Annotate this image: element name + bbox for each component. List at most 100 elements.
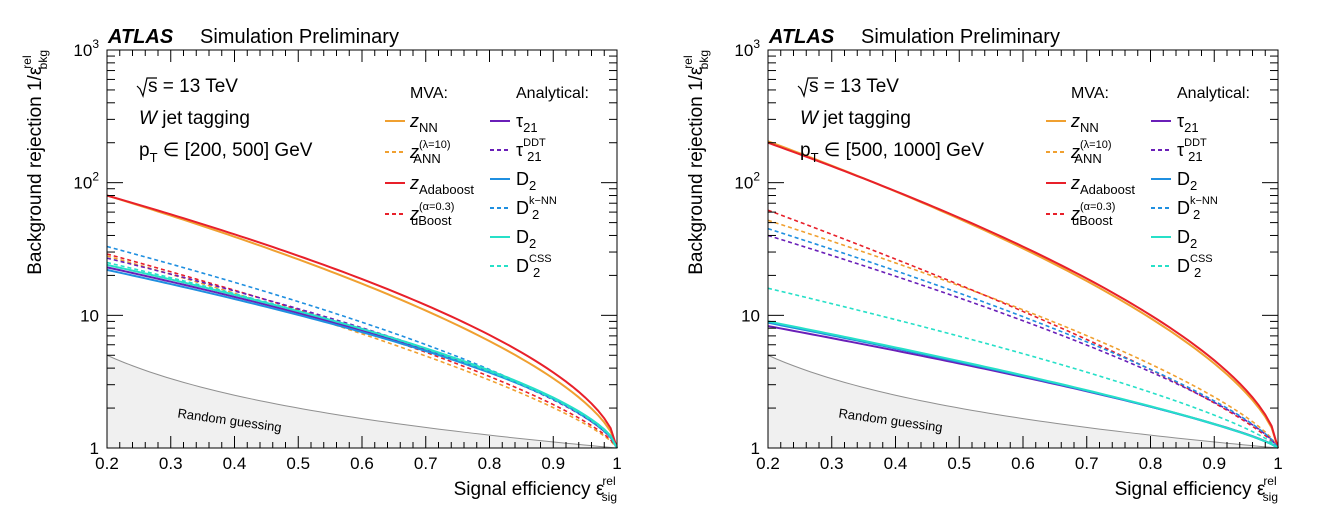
y-tick-label: 102 [734,170,760,193]
legend-entry-label: τ21 [1177,111,1199,135]
y-tick-base: 10 [734,174,753,193]
legend-entry-label: D2 [516,169,536,193]
legend-entry-sub: NN [1080,120,1099,135]
x-tick-label: 0.6 [1011,454,1035,473]
series-line-D2kNN [767,227,1279,449]
sqrt-s-label: s = 13 TeV [148,76,238,97]
y-tick-label: 1 [751,439,760,458]
legend-entry-sup: CSS [1190,253,1213,265]
tagging-rest: jet tagging [818,108,911,129]
y-tick-base: 1 [751,439,760,458]
series-line-tau21DDT [767,234,1279,449]
pt-range-label: pT ∈ [200, 500] GeV [139,140,313,165]
legend-entry-main: z [1070,111,1080,131]
random-guessing-line [767,354,1279,449]
y-tick-base: 1 [90,439,99,458]
series-line-D2b [106,263,618,449]
sqrt-symbol [136,77,157,98]
legend-entry-main: z [409,111,419,131]
legend-entry-main: τ [516,111,523,131]
y-tick-exponent: 3 [92,37,99,51]
y-axis-label-sub: bkg [697,50,711,69]
chart-panel-left: Random guessing 0.2 0.3 0.4 0.5 0.6 0.7 0.8 0.9 1… [20,26,622,504]
y-tick-label: 10 [741,306,760,325]
y-tick-base: 10 [73,174,92,193]
x-axis-label-sup: rel [1263,474,1276,488]
y-tick-base: 10 [741,306,760,325]
legend-entry-label: Dk−NN 2 [516,195,557,222]
series-line-zANN [767,219,1279,449]
x-tick-label: 0.5 [947,454,971,473]
x-axis-label-sub: sig [1263,490,1278,504]
legend-entry-sup: CSS [529,253,552,265]
y-tick-label: 103 [73,37,99,60]
y-tick-base: 10 [73,41,92,60]
legend-entry-main: D [1177,169,1190,189]
y-tick-base: 10 [80,306,99,325]
y-axis-label: Background rejection 1/εrel bkg [681,50,711,275]
legend-entry-main: D [516,198,529,218]
x-axis-label: Signal efficiency εrel sig [454,474,617,504]
legend-entry-sup: DDT [1184,137,1207,149]
x-axis-label-sup: rel [602,474,615,488]
legend-entry-label: z(α=0.3) uBoost [409,201,454,228]
sqrt-s-label: s = 13 TeV [809,76,899,97]
random-guessing-region [107,355,617,448]
pt-sub: T [150,150,158,165]
series-line-D2CSS [767,287,1279,449]
legend-entry-label: τDDT 21 [1177,137,1207,164]
legend-entry-sup: k−NN [1190,195,1218,207]
legend-entry-label: DCSS 2 [516,253,552,280]
legend-entry-label: z(α=0.3) uBoost [1070,201,1115,228]
random-guessing-region [768,355,1278,448]
y-axis-label-main: Background rejection 1/ε [686,66,707,275]
atlas-brand: ATLAS [768,26,835,48]
y-tick-exponent: 2 [92,170,99,184]
x-tick-label: 0.4 [884,454,908,473]
legend-entry-main: D [1177,227,1190,247]
x-axis-label-main: Signal efficiency ε [1115,479,1266,500]
legend-entry-sup: DDT [523,137,546,149]
legend-entry-label: zAdaboost [1070,173,1135,197]
y-tick-base: 10 [734,41,753,60]
x-tick-label: 1 [1273,454,1282,473]
legend-entry-label: zNN [1070,111,1099,135]
pt-range: ∈ [200, 500] GeV [158,140,313,161]
chart-panel-right: Random guessing 0.2 0.3 0.4 0.5 0.6 0.7 0.8 0.9 1… [661,0,1322,520]
legend-entry-main: D [516,256,529,276]
series-line-zuBoost [767,209,1279,449]
legend-entry-sub: 21 [523,120,537,135]
legend-entry-sub: 2 [1190,178,1197,193]
legend-entry-sup: (λ=10) [419,139,451,151]
series-line-tau21DDT [106,257,618,449]
x-tick-label: 0.5 [286,454,310,473]
legend-entry-sub: 2 [1194,265,1201,280]
legend-entry-label: zNN [409,111,438,135]
atlas-brand: ATLAS [107,26,174,48]
legend-entry-main: z [409,204,419,224]
legend-entry-label: DCSS 2 [1177,253,1213,280]
y-tick-exponent: 2 [753,170,760,184]
legend-entry-main: z [409,142,419,162]
legend-entry-main: D [1177,256,1190,276]
header-label: Simulation Preliminary [861,26,1060,48]
series-line-zAdaboost [106,194,618,449]
legend-entry-main: D [516,169,529,189]
legend-entry-label: D2 [516,227,536,251]
legend-entry-main: τ [516,140,523,160]
x-tick-label: 0.7 [1075,454,1099,473]
legend-entry-main: z [409,173,419,193]
x-axis-label-main: Signal efficiency ε [454,479,605,500]
legend-analytical-header: Analytical: [516,85,589,102]
x-tick-label: 0.7 [414,454,438,473]
x-tick-label: 0.4 [223,454,247,473]
series-line-D2CSS [106,261,618,449]
legend-mva-header: MVA: [1071,85,1109,102]
y-axis-label-sup: rel [681,55,695,68]
legend-entry-sub: Adaboost [1080,182,1135,197]
tagging-label: W jet tagging [800,108,911,129]
pt-range: ∈ [500, 1000] GeV [819,140,985,161]
legend-entry-sub: NN [419,120,438,135]
